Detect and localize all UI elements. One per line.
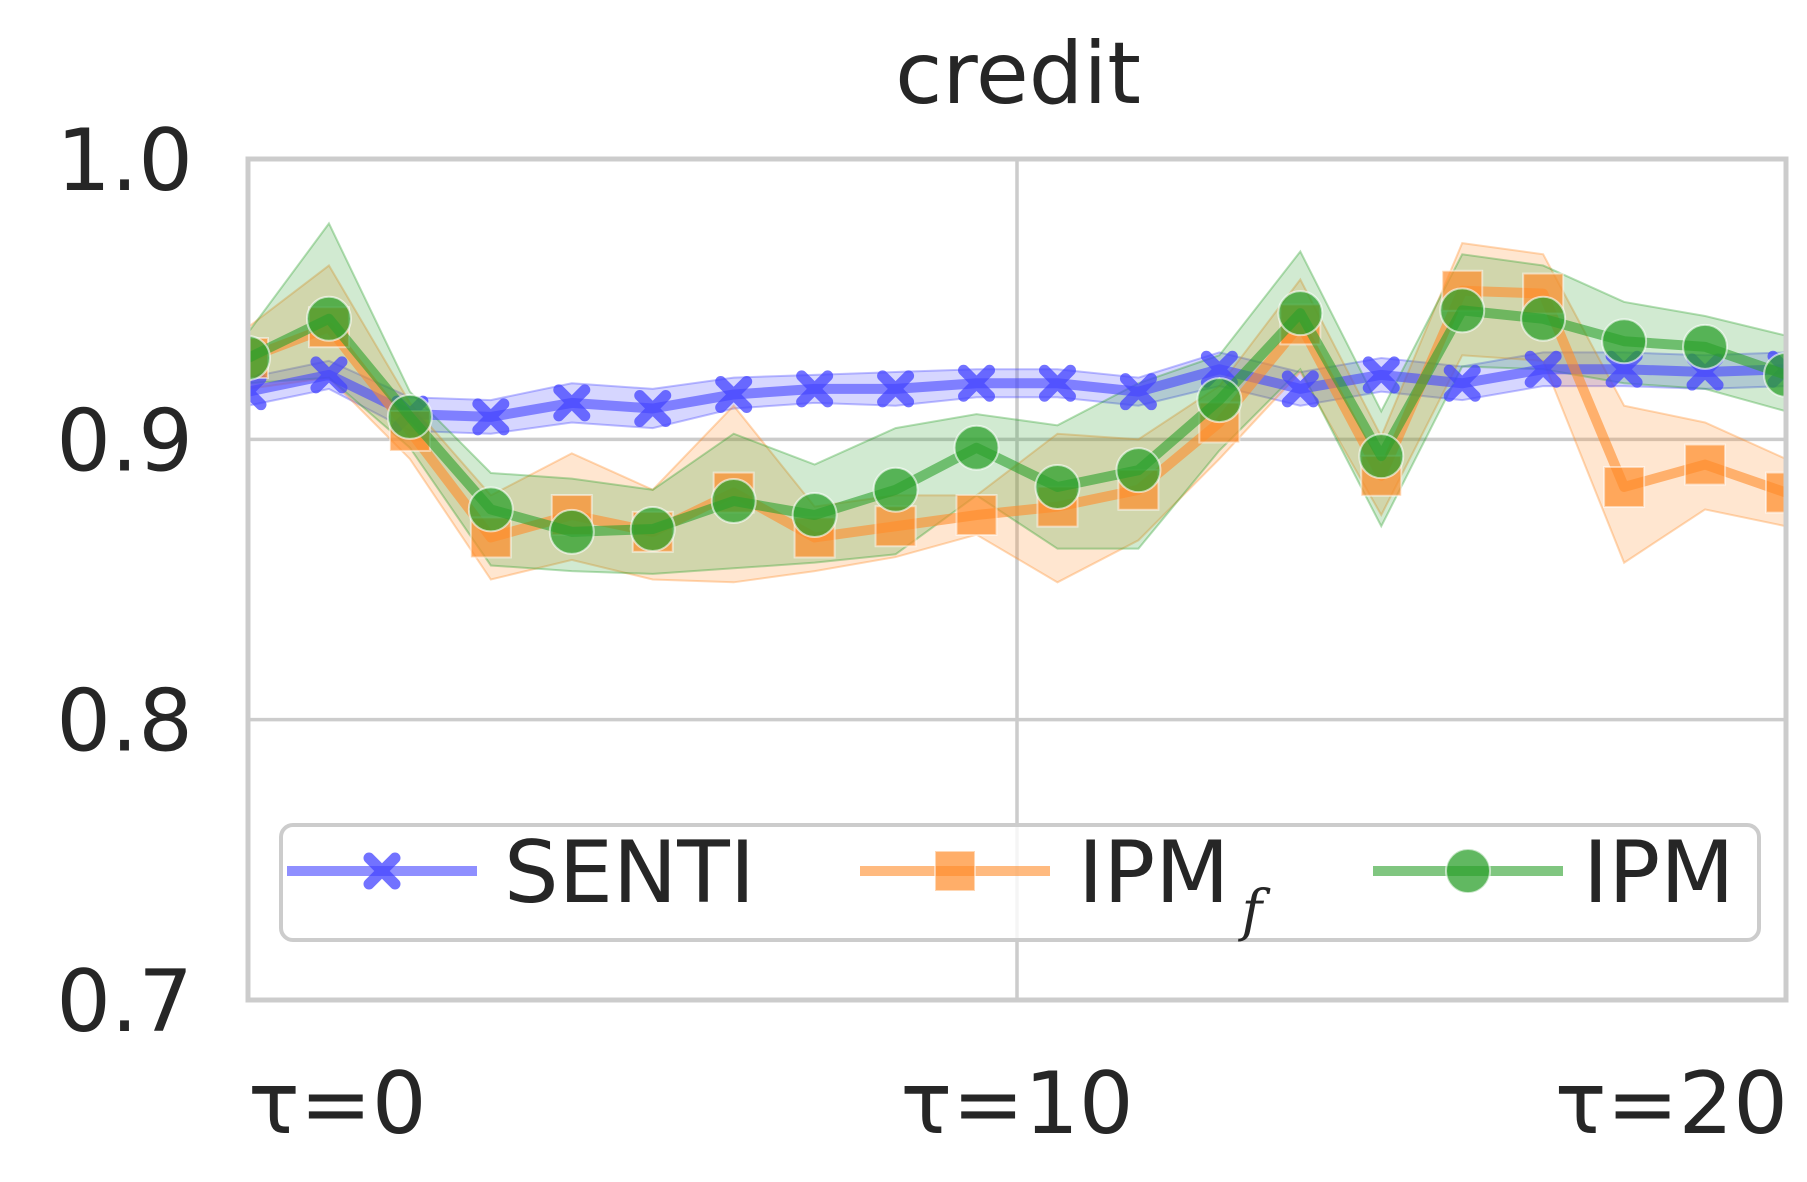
- legend-label-3: IPM: [1583, 823, 1734, 923]
- data-point-series-2: [874, 505, 917, 548]
- y-tick-label: 0.9: [56, 391, 193, 491]
- legend: SENTI IPM f IPM: [279, 823, 1761, 944]
- data-point-series-1: [958, 364, 996, 402]
- data-point-series-2: [1603, 465, 1646, 508]
- data-point-series-1: [553, 384, 591, 422]
- data-point-series-1: [1362, 356, 1400, 394]
- data-point-series-1: [715, 375, 753, 413]
- data-point-series-3: [467, 486, 514, 533]
- data-point-series-3: [305, 295, 352, 342]
- data-point-series-1: [796, 370, 834, 408]
- plot-frame: [245, 156, 1789, 1003]
- data-point-series-3: [548, 508, 595, 555]
- plot-area: [245, 156, 1789, 1003]
- chart-title: credit: [895, 24, 1141, 124]
- data-point-series-3: [1439, 287, 1486, 334]
- legend-label-2: IPM f: [1078, 823, 1271, 944]
- data-point-series-3: [953, 424, 1000, 471]
- data-point-series-1: [310, 356, 348, 394]
- data-point-series-3: [629, 506, 676, 553]
- data-point-series-3: [1115, 447, 1162, 494]
- y-tick-label: 0.8: [56, 672, 193, 772]
- y-tick-label: 1.0: [56, 111, 193, 211]
- y-tick-label: 0.7: [56, 952, 193, 1052]
- legend-marker-3: [1445, 848, 1491, 894]
- data-point-series-1: [1443, 364, 1481, 402]
- data-point-series-3: [1520, 295, 1567, 342]
- data-point-series-3: [1682, 323, 1729, 370]
- legend-box: [279, 823, 1761, 942]
- data-point-series-1: [472, 398, 510, 436]
- data-point-series-1: [1119, 373, 1157, 411]
- data-point-series-1: [877, 370, 915, 408]
- data-point-series-3: [710, 478, 757, 525]
- data-point-series-3: [1277, 290, 1324, 337]
- x-tick-label: τ=20: [1555, 1054, 1788, 1154]
- x-tick-label: τ=0: [248, 1054, 427, 1154]
- data-point-series-3: [1601, 318, 1648, 365]
- data-point-series-1: [1038, 364, 1076, 402]
- data-point-series-2: [1765, 471, 1786, 514]
- x-axis-ticks: τ=0 τ=10 τ=20: [248, 1054, 1788, 1154]
- data-point-series-1: [1281, 370, 1319, 408]
- data-point-series-3: [1034, 463, 1081, 510]
- data-point-series-3: [791, 492, 838, 539]
- legend-label-1: SENTI: [504, 823, 755, 923]
- legend-marker-2: [934, 850, 976, 892]
- data-point-series-3: [1196, 377, 1243, 424]
- data-point-series-3: [1358, 433, 1405, 480]
- data-point-series-1: [634, 389, 672, 427]
- data-point-series-3: [1763, 351, 1786, 398]
- data-point-series-1: [1524, 350, 1562, 388]
- data-point-series-3: [872, 466, 919, 513]
- y-axis-ticks: 0.7 0.8 0.9 1.0: [56, 111, 193, 1052]
- data-point-series-3: [248, 335, 271, 382]
- legend-marker-1: [363, 852, 401, 890]
- data-point-series-1: [248, 373, 267, 411]
- data-point-series-3: [386, 393, 433, 440]
- data-point-series-2: [1684, 443, 1727, 486]
- data-point-series-2: [955, 494, 998, 537]
- data-point-series-1: [1200, 350, 1238, 388]
- x-tick-label: τ=10: [900, 1054, 1133, 1154]
